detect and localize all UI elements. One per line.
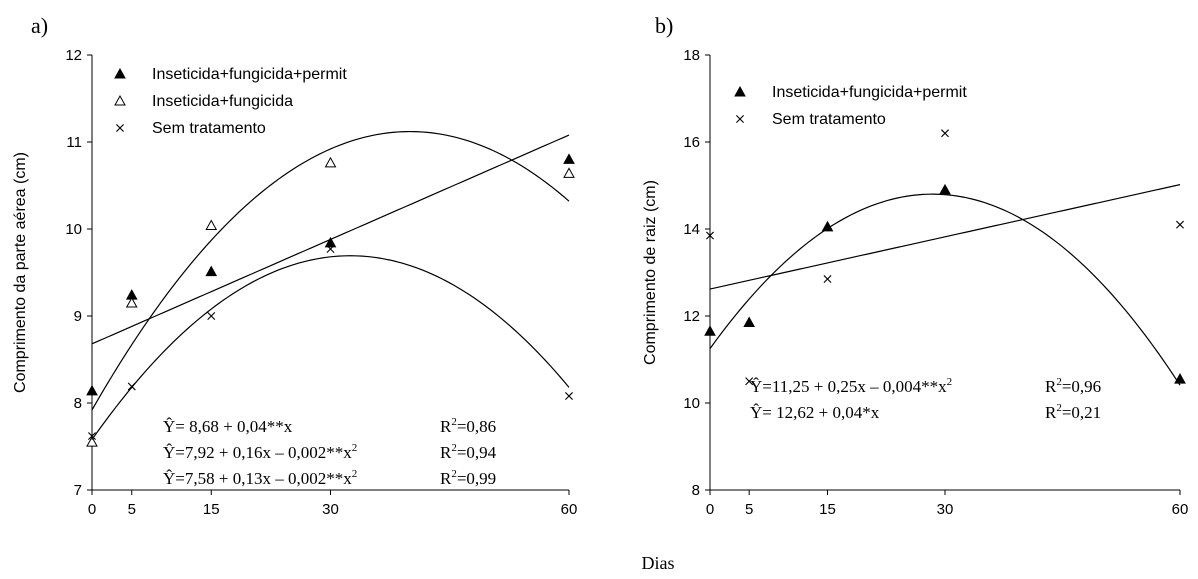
data-point-series-1 [563,167,575,178]
y-tick-label: 12 [683,308,700,325]
data-point-series-2 [326,245,335,253]
y-tick-label: 10 [65,221,82,238]
legend-marker-series-0 [114,67,126,79]
shared-x-axis-label: Dias [642,553,675,573]
data-point-series-0 [821,220,834,232]
y-tick-label: 14 [683,221,700,238]
data-point-series-0 [324,236,337,248]
y-tick-label: 16 [683,134,700,151]
x-tick-label: 30 [322,501,339,518]
fit-line-series-1 [91,130,570,411]
data-point-series-0 [743,316,756,328]
legend-label-series-0: Inseticida+fungicida+permit [152,66,347,83]
legend-label-series-2: Sem tratamento [152,120,266,137]
regression-equation: Ŷ= 12,62 + 0,04*x [750,403,880,422]
data-point-series-2 [207,312,216,320]
x-tick-label: 0 [706,501,714,518]
legend-marker-series-1 [114,94,126,106]
r-squared-label: R2=0,96 [1045,376,1101,396]
data-point-series-0 [563,153,575,164]
fit-line-series-2 [91,255,570,440]
data-point-series-1 [745,377,754,386]
r-squared-label: R2=0,99 [440,468,496,488]
regression-equation: Ŷ= 8,68 + 0,04**x [163,417,293,436]
legend-marker-series-2 [116,124,124,132]
legend-marker-series-0 [734,85,746,97]
y-tick-label: 12 [65,47,82,64]
data-point-series-0 [704,325,716,336]
y-tick-label: 8 [692,482,700,499]
legend-marker-series-1 [736,115,744,123]
panel-b-chart: b) 8 10 12 14 16 18 0 5 15 30 60 Comprimento de raiz… [642,13,1188,518]
legend-label-series-1: Inseticida+fungicida [152,93,293,110]
x-tick-label: 15 [203,501,220,518]
x-tick-label: 5 [128,501,136,518]
y-tick-label: 9 [74,308,82,325]
data-point-series-0 [205,265,218,277]
regression-equation: Ŷ=7,58 + 0,13x – 0,002**x2 [163,468,357,488]
fit-line-series-0 [709,193,1181,386]
x-tick-label: 30 [937,501,954,518]
data-point-series-1 [941,129,949,138]
data-point-series-2 [565,392,573,401]
data-point-series-0 [1174,373,1186,384]
x-tick-label: 60 [561,501,578,518]
data-point-series-1 [706,231,714,240]
legend-label-series-0: Inseticida+fungicida+permit [772,84,967,101]
data-point-series-0 [86,384,98,396]
legend-label-series-1: Sem tratamento [772,111,886,128]
regression-equation: Ŷ=11,25 + 0,25x – 0,004**x2 [750,376,952,396]
y-axis-title: Comprimento de raiz (cm) [642,180,659,365]
fit-line-series-1 [709,184,1181,290]
x-tick-label: 15 [819,501,836,518]
y-tick-label: 11 [66,134,82,151]
data-point-series-1 [125,296,138,308]
data-point-series-0 [939,183,951,195]
data-point-series-1 [324,156,337,168]
y-tick-label: 8 [74,395,82,412]
data-point-series-1 [823,275,832,284]
data-point-series-2 [127,382,136,391]
regression-equation: Ŷ=7,92 + 0,16x – 0,002**x2 [163,442,357,462]
panel-a-chart: a) 7 8 9 10 11 12 0 5 15 30 60 Comprimento da parte … [12,13,577,518]
data-point-series-1 [205,219,218,231]
r-squared-label: R2=0,94 [440,442,497,462]
data-point-series-1 [1176,220,1184,229]
y-tick-label: 18 [683,47,700,64]
x-tick-label: 5 [745,501,753,518]
r-squared-label: R2=0,21 [1045,402,1101,422]
data-point-series-1 [86,436,98,447]
x-tick-label: 60 [1172,501,1189,518]
panel-label: b) [655,13,673,38]
data-point-series-2 [88,432,96,441]
r-squared-label: R2=0,86 [440,416,496,436]
y-tick-label: 10 [683,395,700,412]
y-tick-label: 7 [74,482,82,499]
panel-label: a) [31,13,48,38]
y-axis-title: Comprimento da parte aérea (cm) [12,152,29,393]
x-tick-label: 0 [88,501,96,518]
